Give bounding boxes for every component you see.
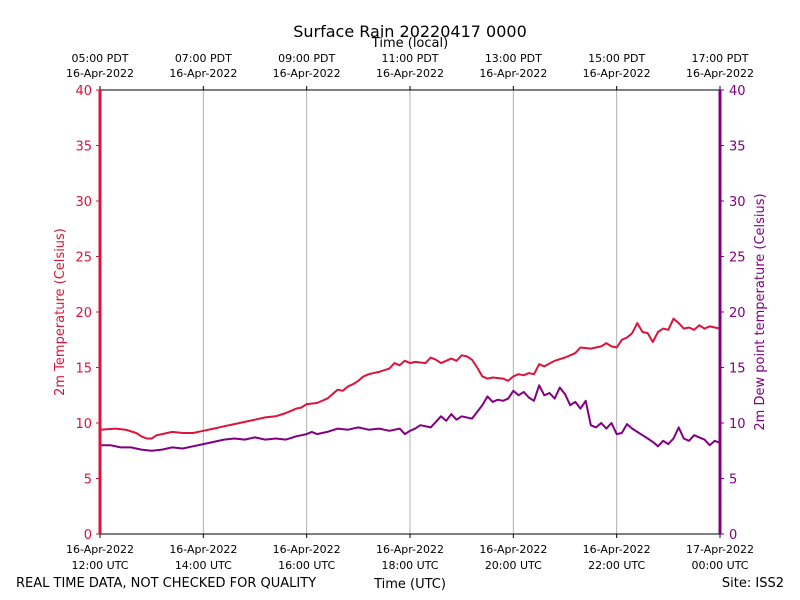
top-tick-time: 09:00 PDT [278,52,335,65]
x-tick-date: 16-Apr-2022 [66,543,134,556]
top-tick-date: 16-Apr-2022 [273,67,341,80]
x-tick-date: 17-Apr-2022 [686,543,754,556]
x-tick-time: 18:00 UTC [381,559,438,572]
data-series [99,317,721,452]
left-y-tick-label: 5 [84,473,92,488]
left-y-tick-label: 40 [75,84,92,99]
x-tick-date: 16-Apr-2022 [169,543,237,556]
right-y-tick-label: 5 [729,473,737,488]
right-y-tick-label: 40 [729,84,746,99]
axes: 16-Apr-2022 12:00 UTC 16-Apr-2022 14:00 UTC… [66,52,754,572]
right-y-tick-label: 20 [729,306,746,321]
x-tick-date: 16-Apr-2022 [376,543,444,556]
temperature-line [99,317,721,440]
left-axis-label: 2m Temperature (Celsius) [53,228,68,396]
right-y-tick-label: 10 [729,417,746,432]
x-tick-date: 16-Apr-2022 [479,543,547,556]
grid-lines [202,90,618,534]
right-y-tick-label: 30 [729,195,746,210]
top-tick-date: 16-Apr-2022 [686,67,754,80]
top-tick-time: 17:00 PDT [691,52,748,65]
x-tick-time: 22:00 UTC [588,559,645,572]
left-y-tick-label: 10 [75,417,92,432]
top-tick-time: 15:00 PDT [588,52,645,65]
chart-title: Surface Rain 20220417 0000 [293,22,527,41]
quality-disclaimer: REAL TIME DATA, NOT CHECKED FOR QUALITY [16,576,316,591]
right-y-tick-label: 15 [729,362,746,377]
x-tick-time: 16:00 UTC [278,559,335,572]
site-label: Site: ISS2 [722,576,784,591]
top-tick-date: 16-Apr-2022 [169,67,237,80]
top-tick-time: 05:00 PDT [71,52,128,65]
top-tick-time: 11:00 PDT [381,52,438,65]
bottom-axis-label: Time (UTC) [373,577,446,592]
top-tick-date: 16-Apr-2022 [376,67,444,80]
left-y-tick-label: 20 [75,306,92,321]
top-tick-time: 07:00 PDT [175,52,232,65]
right-axis-label: 2m Dew point temperature (Celsius) [753,193,768,430]
x-tick-time: 20:00 UTC [485,559,542,572]
right-y-tick-label: 35 [729,140,746,155]
x-tick-time: 00:00 UTC [691,559,748,572]
right-y-tick-label: 0 [729,528,737,543]
top-tick-date: 16-Apr-2022 [479,67,547,80]
top-tick-date: 16-Apr-2022 [66,67,134,80]
left-y-tick-label: 0 [84,528,92,543]
top-tick-time: 13:00 PDT [485,52,542,65]
left-y-tick-label: 15 [75,362,92,377]
x-tick-date: 16-Apr-2022 [583,543,651,556]
x-tick-time: 12:00 UTC [71,559,128,572]
left-y-tick-label: 25 [75,251,92,266]
top-axis-label: Time (local) [371,36,448,51]
top-tick-date: 16-Apr-2022 [583,67,651,80]
right-y-tick-label: 25 [729,251,746,266]
dewpoint-line [100,384,721,452]
x-tick-date: 16-Apr-2022 [273,543,341,556]
x-tick-time: 14:00 UTC [175,559,232,572]
left-y-tick-label: 30 [75,195,92,210]
left-y-tick-label: 35 [75,140,92,155]
